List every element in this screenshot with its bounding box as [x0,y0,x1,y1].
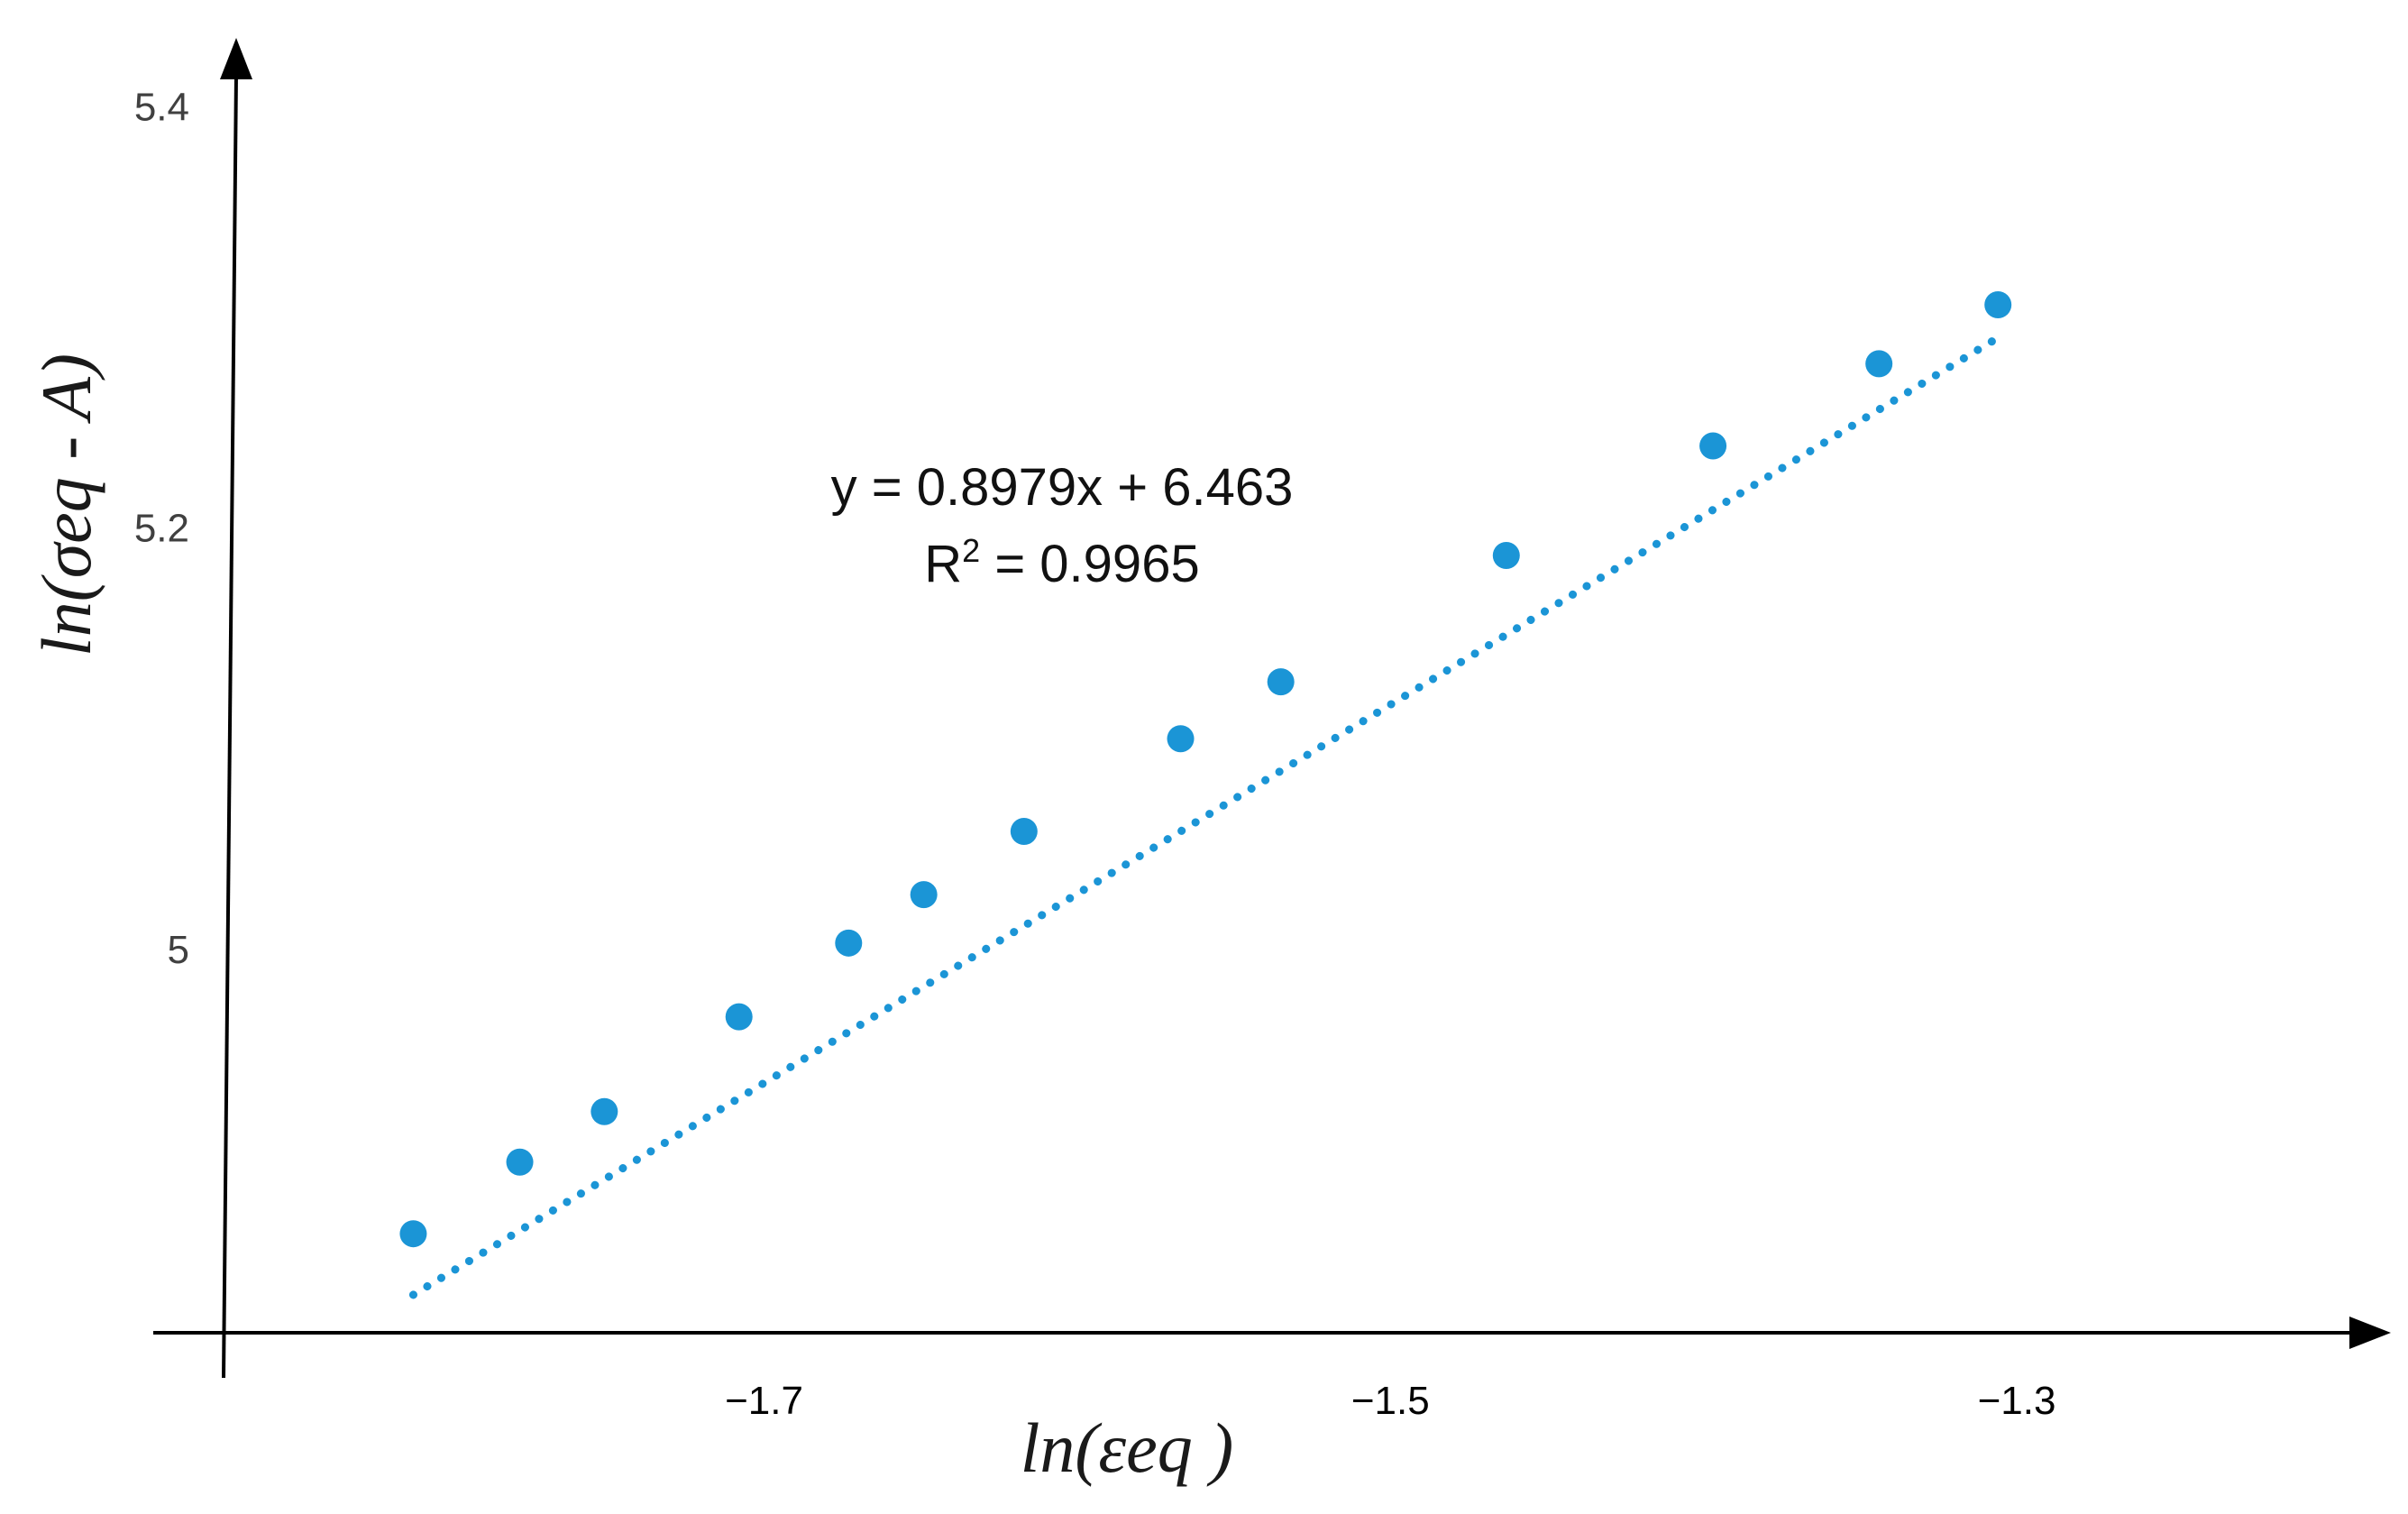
y-axis-arrow [220,38,252,79]
x-tick-label: −1.5 [1351,1379,1430,1423]
data-point [1492,541,1520,569]
data-point [910,881,938,909]
data-point [1010,818,1038,846]
y-tick-label: 5.2 [134,507,189,551]
x-tick-label: −1.3 [1978,1379,2056,1423]
r-squared-value: = 0.9965 [980,535,1200,593]
trendline-equation: y = 0.8979x + 6.463 [831,458,1294,517]
data-point [399,1220,427,1248]
data-point [725,1003,753,1031]
data-point [1167,725,1195,753]
y-axis [222,73,238,1379]
data-point [591,1097,618,1125]
r-squared-label: R2 = 0.9965 [924,532,1199,593]
data-point [1984,290,2012,318]
data-point [1267,668,1295,696]
data-point [1699,432,1727,460]
data-point [506,1148,534,1176]
x-axis-title: ln(εeq ) [1021,1408,1233,1487]
y-tick-label: 5 [168,928,189,972]
x-axis-arrow [2349,1317,2391,1349]
y-axis-title: ln(σeq - A) [27,353,105,656]
x-tick-labels: −1.7 −1.5 −1.3 [725,1379,2055,1423]
trendline [408,334,2002,1299]
y-tick-labels: 5 5.2 5.4 [134,85,189,971]
r-squared-prefix: R [924,535,962,593]
y-tick-label: 5.4 [134,85,189,129]
x-tick-label: −1.7 [725,1379,803,1423]
data-point [1865,350,1893,378]
r-squared-superscript: 2 [962,532,980,569]
data-points [399,290,2012,1248]
data-point [835,929,863,957]
